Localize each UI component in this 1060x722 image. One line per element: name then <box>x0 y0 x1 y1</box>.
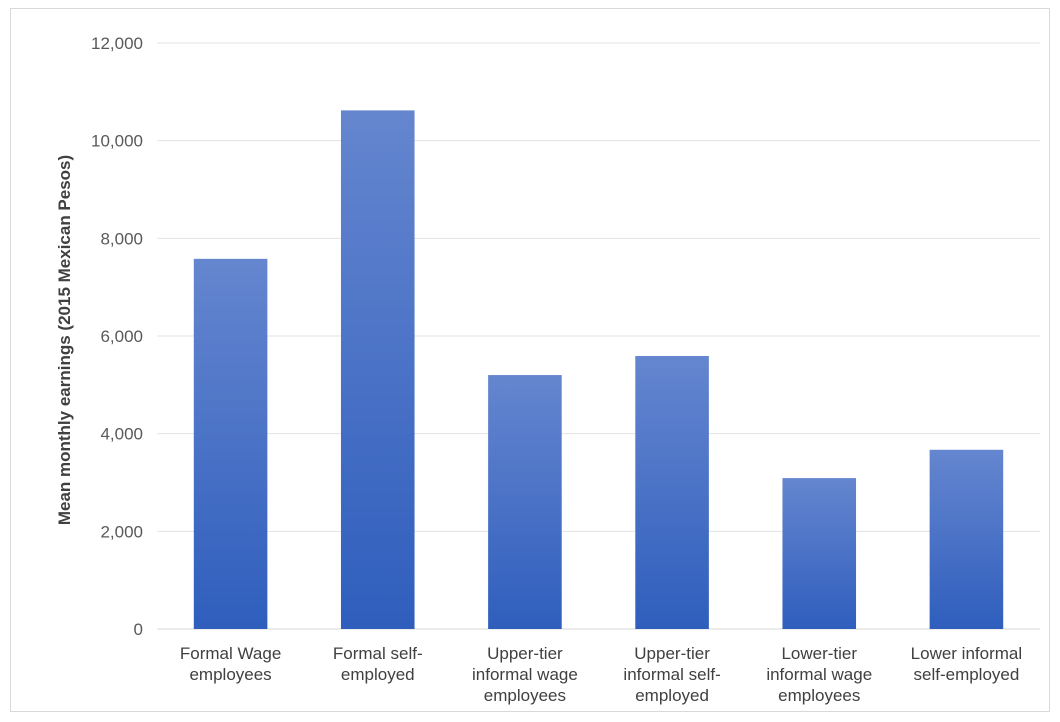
bar <box>488 375 562 629</box>
x-tick-label: Upper-tier informal wage employees <box>472 644 578 705</box>
x-axis-ticks: Formal Wage employees Formal self-employed… <box>180 644 1022 705</box>
y-axis-ticks: 0 2,000 4,000 6,000 8,000 10,000 12,000 <box>91 34 143 639</box>
bar <box>782 478 857 629</box>
bar <box>635 356 709 629</box>
bar <box>929 449 1004 629</box>
x-tick-label: Lower-tier informal wage employees <box>766 644 872 705</box>
x-tick-label: Formal Wage employees <box>180 644 281 684</box>
y-tick-label: 8,000 <box>100 229 143 248</box>
x-tick-label: Upper-tier informal self-employed <box>623 644 720 705</box>
y-tick-label: 12,000 <box>91 34 143 53</box>
y-tick-label: 2,000 <box>100 522 143 541</box>
gridlines <box>157 42 1040 630</box>
x-tick-label: Formal self-employed <box>333 644 423 684</box>
y-tick-label: 6,000 <box>100 327 143 346</box>
bar <box>340 110 415 629</box>
bar <box>193 258 268 629</box>
bars <box>193 110 1004 629</box>
x-tick-label: Lower informal self-employed <box>911 644 1023 684</box>
chart-frame <box>10 8 1050 712</box>
y-tick-label: 0 <box>134 620 143 639</box>
y-axis-label: Mean monthly earnings (2015 Mexican Peso… <box>55 155 74 525</box>
y-tick-label: 10,000 <box>91 132 143 151</box>
y-tick-label: 4,000 <box>100 425 143 444</box>
